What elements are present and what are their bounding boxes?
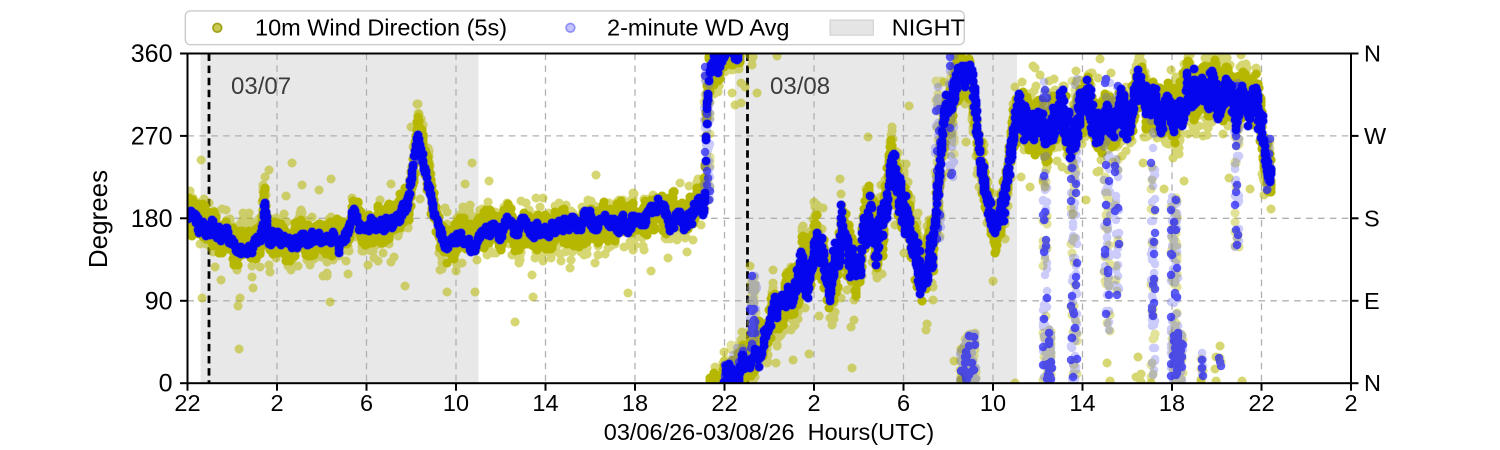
svg-text:22: 22 [1248, 390, 1274, 416]
svg-text:N: N [1364, 41, 1381, 67]
svg-text:03/07: 03/07 [231, 73, 291, 100]
svg-text:180: 180 [131, 205, 173, 233]
svg-text:0: 0 [159, 370, 173, 398]
svg-text:6: 6 [360, 390, 373, 416]
svg-text:S: S [1364, 205, 1380, 231]
svg-text:03/08: 03/08 [770, 73, 830, 100]
svg-text:18: 18 [622, 390, 648, 416]
svg-text:90: 90 [145, 287, 173, 315]
svg-text:2-minute WD Avg: 2-minute WD Avg [607, 15, 789, 41]
svg-text:2: 2 [807, 390, 820, 416]
svg-text:10: 10 [443, 390, 469, 416]
svg-text:Degrees: Degrees [83, 170, 113, 268]
svg-text:2: 2 [270, 390, 283, 416]
svg-text:14: 14 [532, 390, 558, 416]
svg-text:10m Wind Direction (5s): 10m Wind Direction (5s) [255, 15, 507, 41]
svg-text:NIGHT: NIGHT [892, 15, 965, 41]
svg-text:W: W [1364, 123, 1387, 149]
svg-text:270: 270 [131, 122, 173, 150]
svg-text:22: 22 [174, 390, 200, 416]
svg-text:18: 18 [1159, 390, 1185, 416]
svg-text:N: N [1364, 370, 1381, 396]
svg-text:10: 10 [980, 390, 1006, 416]
svg-text:6: 6 [897, 390, 910, 416]
svg-text:E: E [1364, 288, 1380, 314]
svg-text:03/06/26-03/08/26 Hours(UTC): 03/06/26-03/08/26 Hours(UTC) [604, 419, 934, 445]
svg-text:2: 2 [1344, 390, 1357, 416]
svg-text:22: 22 [711, 390, 737, 416]
svg-text:14: 14 [1069, 390, 1095, 416]
svg-text:360: 360 [131, 40, 173, 68]
